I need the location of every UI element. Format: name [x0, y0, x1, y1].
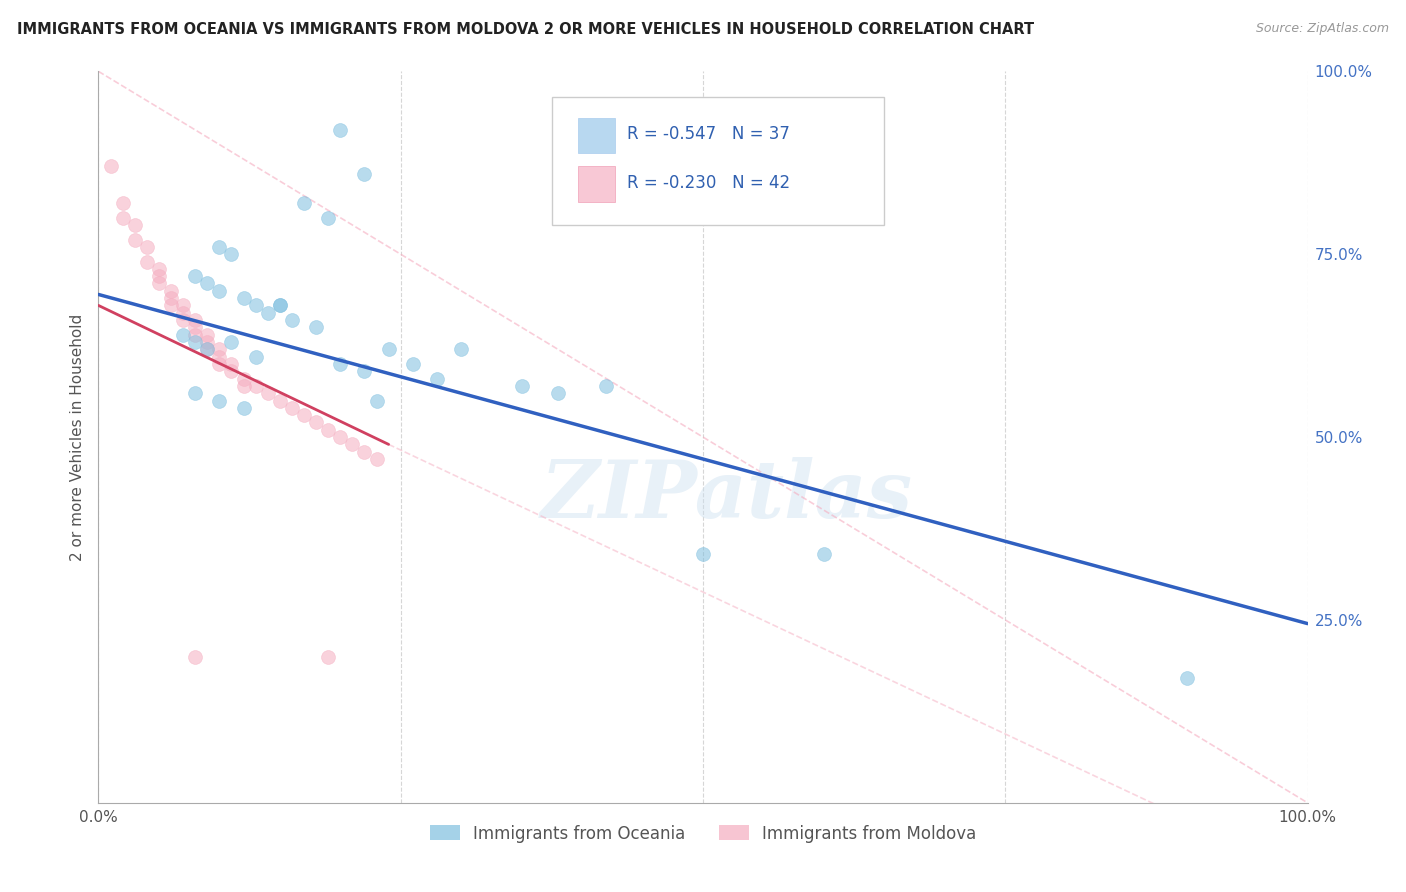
Point — [172, 298, 194, 312]
Point — [208, 240, 231, 254]
Point — [195, 277, 218, 291]
Point — [135, 254, 157, 268]
Point — [353, 167, 375, 181]
Point — [221, 334, 243, 349]
Point — [208, 284, 231, 298]
Point — [256, 306, 278, 320]
Point — [595, 379, 617, 393]
Point — [195, 343, 218, 357]
Point — [208, 393, 231, 408]
Text: R = -0.230   N = 42: R = -0.230 N = 42 — [627, 174, 790, 193]
Point — [100, 160, 122, 174]
Point — [245, 298, 267, 312]
Point — [184, 320, 207, 334]
FancyBboxPatch shape — [578, 167, 614, 202]
FancyBboxPatch shape — [551, 97, 884, 225]
Point — [281, 401, 304, 415]
Text: R = -0.547   N = 37: R = -0.547 N = 37 — [627, 125, 790, 144]
Point — [148, 277, 170, 291]
Point — [135, 240, 157, 254]
Text: Source: ZipAtlas.com: Source: ZipAtlas.com — [1256, 22, 1389, 36]
Point — [221, 247, 243, 261]
Point — [232, 401, 254, 415]
Point — [366, 452, 388, 467]
Point — [111, 211, 134, 225]
Point — [547, 386, 569, 401]
Point — [377, 343, 399, 357]
Point — [1175, 672, 1198, 686]
Point — [124, 218, 146, 232]
Point — [292, 196, 315, 211]
Point — [172, 327, 194, 342]
Point — [353, 444, 375, 458]
Point — [184, 386, 207, 401]
Point — [160, 291, 183, 305]
Point — [195, 327, 218, 342]
Point — [256, 386, 278, 401]
Point — [269, 393, 291, 408]
Point — [450, 343, 472, 357]
Point — [366, 393, 388, 408]
Point — [208, 357, 231, 371]
Point — [221, 364, 243, 378]
Point — [232, 371, 254, 385]
Point — [305, 320, 328, 334]
Point — [160, 298, 183, 312]
Point — [316, 649, 339, 664]
Point — [510, 379, 533, 393]
Point — [316, 211, 339, 225]
Point — [402, 357, 425, 371]
Point — [269, 298, 291, 312]
Point — [124, 233, 146, 247]
Text: ZIPatlas: ZIPatlas — [541, 457, 914, 534]
Point — [813, 547, 835, 561]
Point — [692, 547, 714, 561]
Point — [353, 364, 375, 378]
Point — [195, 334, 218, 349]
Legend: Immigrants from Oceania, Immigrants from Moldova: Immigrants from Oceania, Immigrants from… — [423, 818, 983, 849]
Point — [305, 416, 328, 430]
Point — [281, 313, 304, 327]
Point — [184, 649, 207, 664]
Point — [342, 437, 364, 451]
Point — [269, 298, 291, 312]
Point — [160, 284, 183, 298]
Point — [195, 343, 218, 357]
Point — [172, 313, 194, 327]
Point — [111, 196, 134, 211]
Point — [329, 123, 352, 137]
Point — [208, 350, 231, 364]
Y-axis label: 2 or more Vehicles in Household: 2 or more Vehicles in Household — [69, 313, 84, 561]
Point — [232, 379, 254, 393]
Point — [184, 334, 207, 349]
Point — [184, 269, 207, 284]
Point — [148, 261, 170, 276]
Text: IMMIGRANTS FROM OCEANIA VS IMMIGRANTS FROM MOLDOVA 2 OR MORE VEHICLES IN HOUSEHO: IMMIGRANTS FROM OCEANIA VS IMMIGRANTS FR… — [17, 22, 1033, 37]
Point — [221, 357, 243, 371]
Point — [329, 357, 352, 371]
Point — [148, 269, 170, 284]
Point — [184, 313, 207, 327]
Point — [208, 343, 231, 357]
Point — [245, 379, 267, 393]
Point — [426, 371, 449, 385]
Point — [232, 291, 254, 305]
Point — [172, 306, 194, 320]
Point — [292, 408, 315, 422]
Point — [245, 350, 267, 364]
Point — [184, 327, 207, 342]
Point — [329, 430, 352, 444]
Point — [316, 423, 339, 437]
FancyBboxPatch shape — [578, 118, 614, 153]
